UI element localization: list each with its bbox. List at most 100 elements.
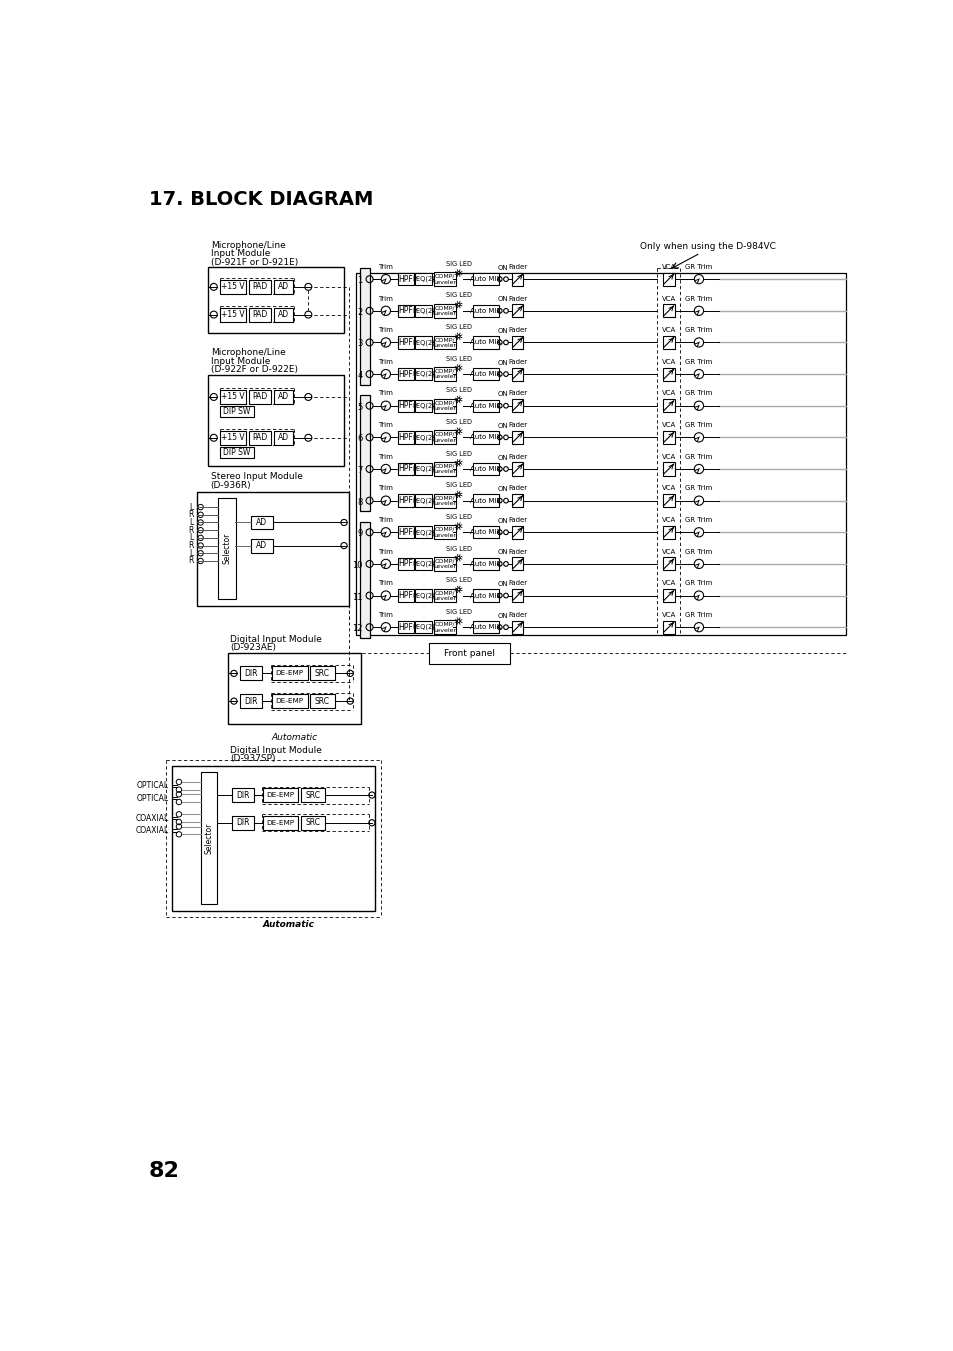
Text: HPF: HPF bbox=[398, 590, 413, 600]
Text: Auto MIX: Auto MIX bbox=[470, 372, 501, 377]
Text: Auto MIX: Auto MIX bbox=[470, 624, 501, 630]
Bar bbox=[511, 494, 523, 507]
Bar bbox=[300, 816, 325, 830]
Text: GR Trim: GR Trim bbox=[684, 549, 712, 555]
Bar bbox=[415, 589, 432, 601]
Bar bbox=[249, 431, 271, 444]
Bar bbox=[360, 269, 369, 385]
Bar bbox=[415, 463, 432, 476]
Bar bbox=[472, 336, 498, 349]
Text: PAD: PAD bbox=[253, 434, 268, 442]
Bar bbox=[360, 394, 369, 512]
Bar bbox=[662, 620, 674, 634]
Text: GR Trim: GR Trim bbox=[684, 517, 712, 523]
Text: Fader: Fader bbox=[508, 549, 527, 555]
Bar bbox=[220, 447, 253, 458]
Text: DIR: DIR bbox=[236, 819, 250, 827]
Bar bbox=[240, 666, 261, 681]
Text: VCA: VCA bbox=[661, 549, 675, 555]
Bar bbox=[434, 493, 456, 508]
Bar bbox=[208, 376, 344, 466]
Text: VCA: VCA bbox=[661, 612, 675, 617]
Text: 4: 4 bbox=[357, 372, 362, 380]
Bar bbox=[511, 589, 523, 603]
Text: (D-922F or D-922E): (D-922F or D-922E) bbox=[211, 365, 297, 374]
Text: SRC: SRC bbox=[305, 790, 320, 800]
Text: DE-EMP: DE-EMP bbox=[266, 820, 294, 825]
Text: 11: 11 bbox=[352, 593, 362, 601]
Text: Fader: Fader bbox=[508, 422, 527, 428]
Bar bbox=[274, 390, 293, 404]
Bar bbox=[662, 494, 674, 507]
Text: PAD: PAD bbox=[253, 393, 268, 401]
Text: VCA: VCA bbox=[661, 454, 675, 459]
Text: DIP SW: DIP SW bbox=[223, 407, 251, 416]
Text: PEQ(2): PEQ(2) bbox=[412, 466, 435, 473]
Bar bbox=[397, 526, 414, 539]
Text: VCA: VCA bbox=[661, 485, 675, 492]
Text: 5: 5 bbox=[357, 403, 362, 412]
Text: DE-EMP: DE-EMP bbox=[275, 670, 303, 677]
Bar bbox=[662, 558, 674, 570]
Bar bbox=[300, 788, 325, 802]
Text: COMP/
Leveler: COMP/ Leveler bbox=[433, 400, 456, 411]
Bar bbox=[251, 539, 273, 553]
Text: Input Module: Input Module bbox=[211, 249, 270, 258]
Bar bbox=[415, 367, 432, 380]
Text: L: L bbox=[190, 549, 193, 558]
Text: Auto MIX: Auto MIX bbox=[470, 561, 501, 567]
Bar bbox=[434, 462, 456, 476]
Bar bbox=[201, 771, 216, 904]
Text: COMP/
Leveler: COMP/ Leveler bbox=[433, 432, 456, 443]
Bar bbox=[274, 308, 293, 322]
Text: HPF: HPF bbox=[398, 307, 413, 315]
Text: ON: ON bbox=[497, 265, 508, 270]
Text: PEQ(2): PEQ(2) bbox=[412, 497, 435, 504]
Text: SIG LED: SIG LED bbox=[445, 419, 471, 426]
Text: Auto MIX: Auto MIX bbox=[470, 403, 501, 409]
Text: Automatic: Automatic bbox=[263, 920, 314, 928]
Bar bbox=[397, 400, 414, 412]
Text: COMP/
Leveler: COMP/ Leveler bbox=[433, 369, 456, 380]
Text: PEQ(2): PEQ(2) bbox=[412, 276, 435, 282]
Bar bbox=[434, 557, 456, 571]
Bar bbox=[220, 280, 246, 293]
Text: SIG LED: SIG LED bbox=[445, 577, 471, 584]
Text: DIR: DIR bbox=[244, 669, 257, 678]
Bar bbox=[662, 304, 674, 317]
Bar bbox=[472, 494, 498, 507]
Text: PEQ(2): PEQ(2) bbox=[412, 561, 435, 567]
Text: COMP/
Leveler: COMP/ Leveler bbox=[433, 274, 456, 285]
Text: Fader: Fader bbox=[508, 263, 527, 270]
Text: Auto MIX: Auto MIX bbox=[470, 530, 501, 535]
Bar bbox=[196, 492, 348, 605]
Bar bbox=[220, 308, 246, 322]
Text: AD: AD bbox=[277, 282, 289, 292]
Text: HPF: HPF bbox=[398, 370, 413, 378]
Bar bbox=[434, 335, 456, 350]
Text: Digital Input Module: Digital Input Module bbox=[230, 635, 321, 644]
Text: Digital Input Module: Digital Input Module bbox=[230, 746, 321, 755]
Bar bbox=[511, 273, 523, 285]
Text: VCA: VCA bbox=[661, 359, 675, 365]
Text: Trim: Trim bbox=[377, 581, 392, 586]
Text: VCA: VCA bbox=[661, 581, 675, 586]
Text: ON: ON bbox=[497, 296, 508, 303]
Text: AD: AD bbox=[256, 517, 267, 527]
Bar bbox=[434, 399, 456, 412]
Bar bbox=[233, 788, 253, 802]
Text: ON: ON bbox=[497, 454, 508, 461]
Bar bbox=[249, 390, 271, 404]
Text: 7: 7 bbox=[356, 466, 362, 476]
Text: (D-937SP): (D-937SP) bbox=[230, 754, 275, 763]
Bar bbox=[662, 589, 674, 603]
Bar bbox=[220, 407, 253, 417]
Text: Front panel: Front panel bbox=[443, 648, 495, 658]
Text: GR Trim: GR Trim bbox=[684, 390, 712, 396]
Bar bbox=[274, 431, 293, 444]
Bar bbox=[472, 367, 498, 380]
Text: GR Trim: GR Trim bbox=[684, 612, 712, 617]
Text: L: L bbox=[190, 503, 193, 512]
Text: DIR: DIR bbox=[236, 790, 250, 800]
Bar bbox=[415, 526, 432, 539]
